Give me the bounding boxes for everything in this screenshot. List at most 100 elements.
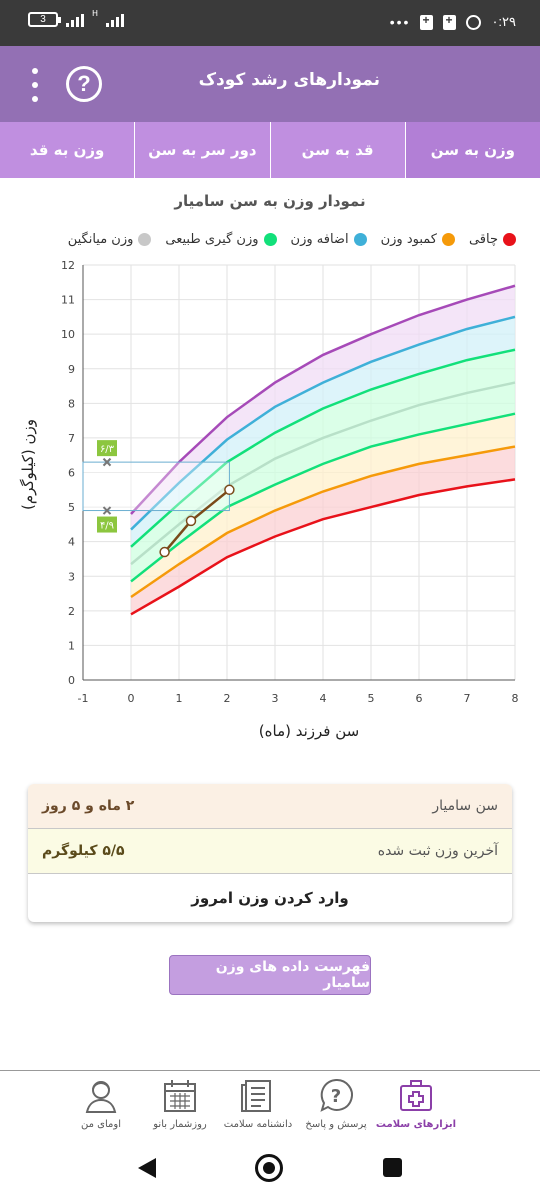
range-marker [102,506,112,515]
whatsapp-icon [466,14,482,30]
app-bar: ? نمودارهای رشد کودک [0,46,540,122]
x-tick-label: 1 [176,692,183,705]
percentile-line [130,315,516,531]
health-app-icon-2 [443,13,457,30]
medical-kit-icon [400,1080,432,1111]
band-fill [131,382,515,582]
nav-label: اومای من [81,1119,121,1130]
percentile-line [130,478,516,616]
chart-legend: چاقی کمبود وزن اضافه وزن وزن گیری طبیعی … [68,232,516,247]
page-title: نمودارهای رشد کودک [198,70,380,90]
y-tick-label: 5 [68,501,75,514]
calendar-icon [164,1080,196,1112]
legend-dot-overweight [353,233,367,246]
legend-dot-normal [263,233,277,246]
y-tick-label: 1 [68,639,75,652]
range-label: ۶/۳ [100,444,115,455]
percentile-line [130,284,516,515]
signal-icon [66,12,84,27]
child-weight-point [159,546,170,558]
signal-icon-2 [106,12,125,27]
nav-label: پرسش و پاسخ [305,1119,367,1130]
last-weight-value: ۵/۵ کیلوگرم [42,843,125,859]
child-weight-point [185,515,197,527]
nav-item-qa[interactable]: ? پرسش و پاسخ [292,1077,380,1130]
home-icon[interactable] [255,1154,283,1182]
x-tick-label: 5 [368,692,375,705]
band-fill [131,285,515,530]
nav-item-calendar[interactable]: روزشمار بانو [136,1077,224,1130]
chart-title: نمودار وزن به سن سامیار [174,192,366,210]
enter-weight-button[interactable]: وارد کردن وزن امروز [191,888,349,907]
y-tick-label: 3 [68,570,75,583]
range-marker [102,457,112,467]
tab-weight-for-age[interactable]: وزن به سن [404,122,540,178]
y-tick-label: 2 [68,605,75,618]
x-tick-label: -1 [78,692,89,705]
weight-row: آخرین وزن ثبت شده ۵/۵ کیلوگرم [28,829,512,874]
percentile-line [130,445,516,599]
legend-label: چاقی [468,232,498,247]
range-label-box [97,440,117,457]
y-tick-label: 0 [68,674,75,687]
legend-item-obesity: چاقی [469,232,516,247]
tab-weight-for-height[interactable]: وزن به قد [0,122,135,178]
tab-head-for-age[interactable]: دور سر به سن [134,122,270,178]
band-fill [131,316,515,547]
info-card: سن سامیار ۲ ماه و ۵ روز آخرین وزن ثبت شد… [28,784,512,922]
battery-icon: 3 [28,12,61,27]
nav-item-encyclopedia[interactable]: دانشنامه سلامت [214,1077,302,1130]
x-tick-label: 4 [320,692,327,705]
status-bar: 3 H ••• ۰:۲۹ [0,0,540,46]
y-tick-label: 11 [61,294,75,307]
band-fill [131,413,515,597]
y-tick-label: 4 [68,536,75,549]
x-tick-label: 2 [224,692,231,705]
profile-icon [85,1081,117,1113]
legend-item-average: وزن میانگین [68,232,152,247]
last-weight-label: آخرین وزن ثبت شده [377,843,498,859]
bottom-nav: ابزارهای سلامت ? پرسش و پاسخ دانشنامه سل… [0,1070,540,1144]
chart-tabs: وزن به سن قد به سن دور سر به سن وزن به ق… [0,122,540,178]
question-bubble-icon: ? [320,1078,353,1112]
nav-item-profile[interactable]: اومای من [57,1077,145,1130]
nav-item-health-tools[interactable]: ابزارهای سلامت [372,1077,460,1130]
y-tick-label: 9 [68,363,75,376]
overflow-menu-icon[interactable] [25,68,45,102]
legend-dot-obesity [503,233,516,246]
age-row: سن سامیار ۲ ماه و ۵ روز [28,784,512,829]
age-label: سن سامیار [432,798,498,814]
tab-height-for-age[interactable]: قد به سن [269,122,405,178]
age-value: ۲ ماه و ۵ روز [42,798,135,814]
network-type: H [92,8,99,18]
svg-text:?: ? [331,1086,341,1107]
y-tick-label: 12 [61,259,75,272]
range-box [82,461,230,512]
back-icon[interactable] [136,1156,158,1180]
legend-label: اضافه وزن [290,232,349,247]
y-tick-label: 7 [68,432,75,445]
health-app-icon [420,13,434,30]
recent-apps-icon[interactable] [383,1158,402,1177]
x-axis-label: سن فرزند (ماه) [259,722,359,740]
nav-label: دانشنامه سلامت [223,1119,293,1130]
nav-label: ابزارهای سلامت [375,1119,457,1130]
percentile-line [130,412,516,583]
range-label: ۴/۹ [100,521,114,532]
band-fill [131,349,515,565]
x-tick-label: 3 [272,692,279,705]
x-tick-label: 0 [128,692,135,705]
y-axis-label: وزن (کیلوگرم) [19,419,37,510]
x-tick-label: 7 [464,692,471,705]
y-tick-label: 8 [68,397,75,410]
x-tick-label: 8 [512,692,519,705]
legend-label: کمبود وزن [380,232,437,247]
legend-label: وزن گیری طبیعی [165,232,259,247]
band-fill [131,446,515,615]
percentile-line [130,348,516,548]
legend-label: وزن میانگین [67,232,134,247]
child-weight-point [224,484,235,496]
legend-dot-underweight [441,233,455,246]
help-button[interactable]: ? [66,66,102,102]
weight-list-button[interactable]: فهرست داده های وزن سامیار [169,955,371,995]
